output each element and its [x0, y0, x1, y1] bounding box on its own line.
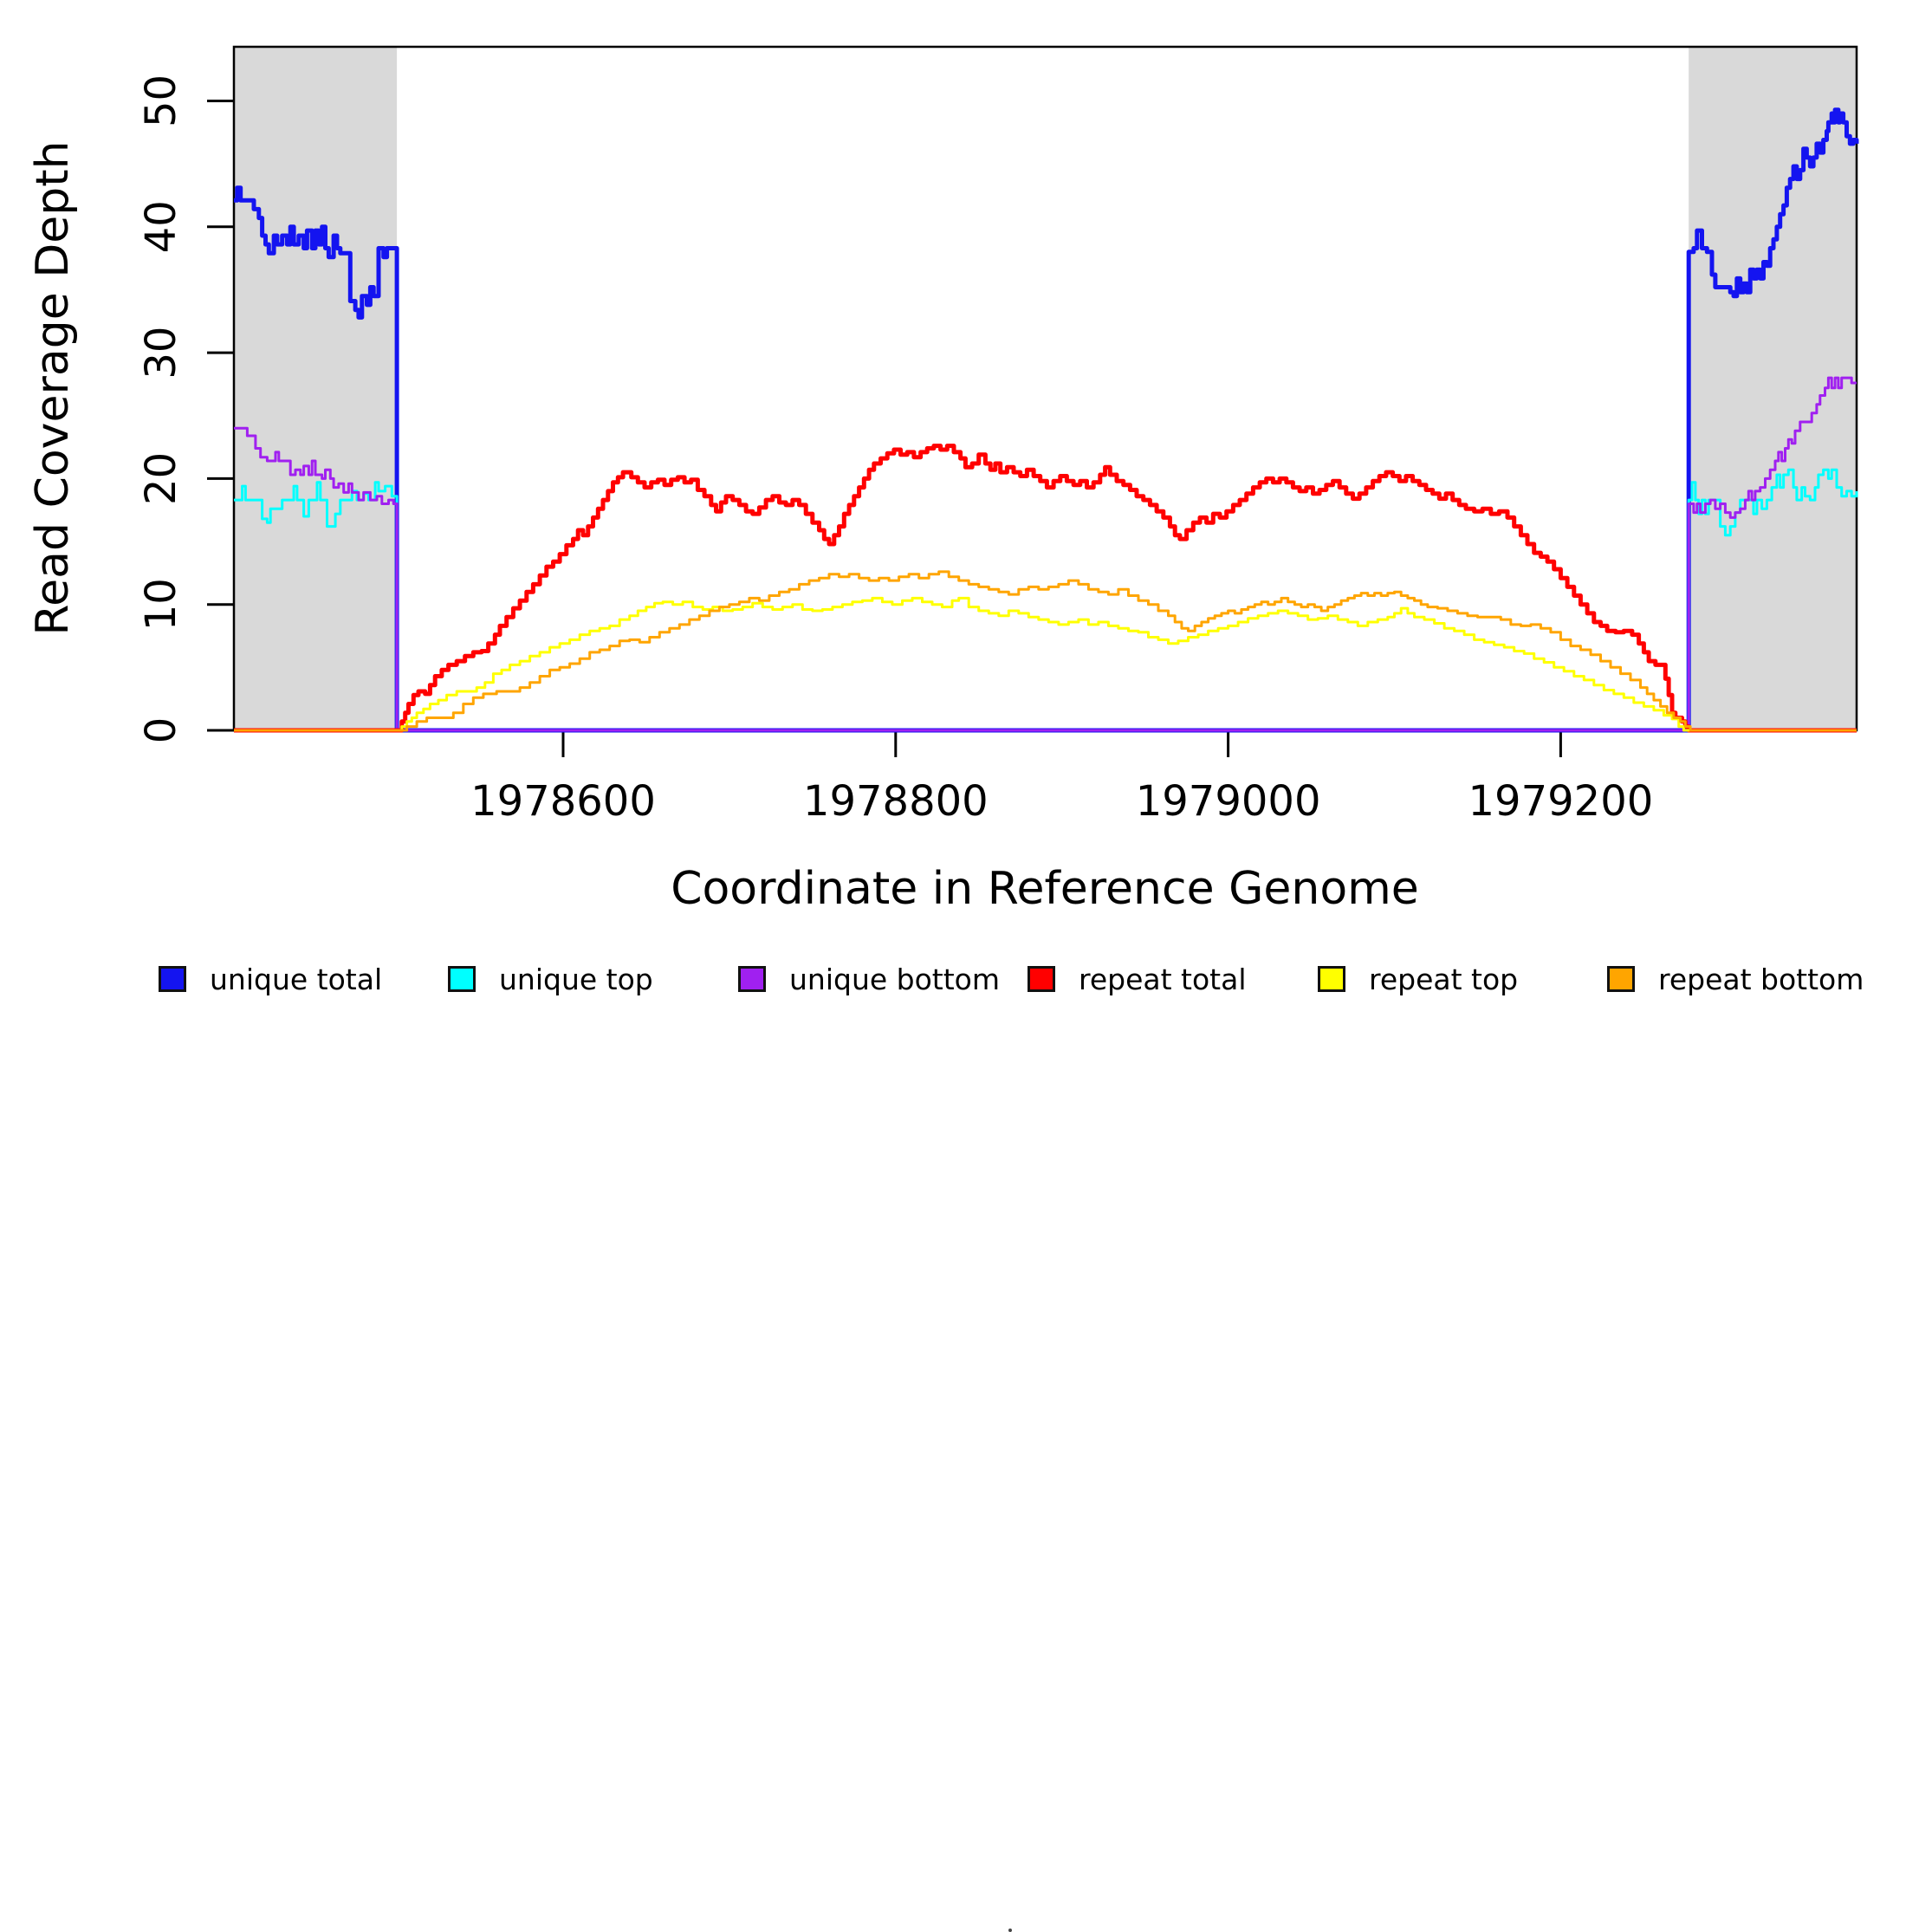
y-axis: 0 10 20 30 40 50 — [137, 75, 234, 743]
legend-label: repeat bottom — [1658, 962, 1864, 996]
series-repeat-bottom-line — [234, 570, 1857, 732]
masked-region-left — [234, 47, 398, 730]
legend-item-unique-top: unique top — [448, 960, 653, 998]
y-tick-label: 0 — [137, 717, 185, 744]
y-tick-label: 50 — [137, 75, 185, 127]
legend-item-repeat-total: repeat total — [1028, 960, 1247, 998]
repeat-top-swatch-icon — [1318, 966, 1345, 992]
series-repeat-total-line — [234, 444, 1857, 733]
stray-dot — [1008, 1929, 1012, 1932]
legend-label: repeat top — [1369, 962, 1519, 996]
series-unique-total-line — [234, 107, 1859, 733]
x-tick-label: 1978600 — [470, 777, 656, 826]
series-unique-top-line — [234, 468, 1858, 732]
plot-border — [232, 45, 1858, 732]
masked-regions — [234, 47, 1857, 730]
unique-top-swatch-icon — [448, 966, 476, 992]
series-repeat-top-line — [234, 596, 1857, 732]
unique-total-swatch-icon — [159, 966, 186, 992]
x-tick-label: 1978800 — [803, 777, 989, 826]
x-axis-title: Coordinate in Reference Genome — [671, 863, 1419, 915]
series-lines — [234, 107, 1859, 733]
y-tick-label: 40 — [137, 200, 185, 253]
coverage-plot: 1978600 1978800 1979000 1979200 0 10 20 30 40 50… — [27, 45, 1859, 915]
legend-item-repeat-top: repeat top — [1318, 960, 1518, 998]
y-tick-label: 20 — [137, 452, 185, 505]
y-tick-label: 30 — [137, 327, 185, 379]
y-axis-title: Read Coverage Depth — [27, 140, 79, 635]
repeat-bottom-swatch-icon — [1607, 966, 1635, 992]
repeat-total-swatch-icon — [1028, 966, 1055, 992]
legend-label: unique top — [499, 962, 653, 996]
legend-label: unique total — [210, 962, 383, 996]
series-unique-bottom-line — [234, 376, 1857, 732]
y-tick-label: 10 — [137, 578, 185, 631]
legend-label: repeat total — [1079, 962, 1247, 996]
x-axis: 1978600 1978800 1979000 1979200 — [470, 730, 1653, 826]
unique-bottom-swatch-icon — [738, 966, 766, 992]
coverage-figure: 1978600 1978800 1979000 1979200 0 10 20 30 40 50… — [0, 45, 1906, 1932]
legend-item-repeat-bottom: repeat bottom — [1607, 960, 1864, 998]
legend-label: unique bottom — [789, 962, 1001, 996]
legend: unique total unique top unique bottom re… — [0, 960, 1906, 1932]
x-tick-label: 1979000 — [1136, 777, 1321, 826]
x-tick-label: 1979200 — [1468, 777, 1654, 826]
legend-item-unique-total: unique total — [159, 960, 382, 998]
legend-item-unique-bottom: unique bottom — [738, 960, 1000, 998]
